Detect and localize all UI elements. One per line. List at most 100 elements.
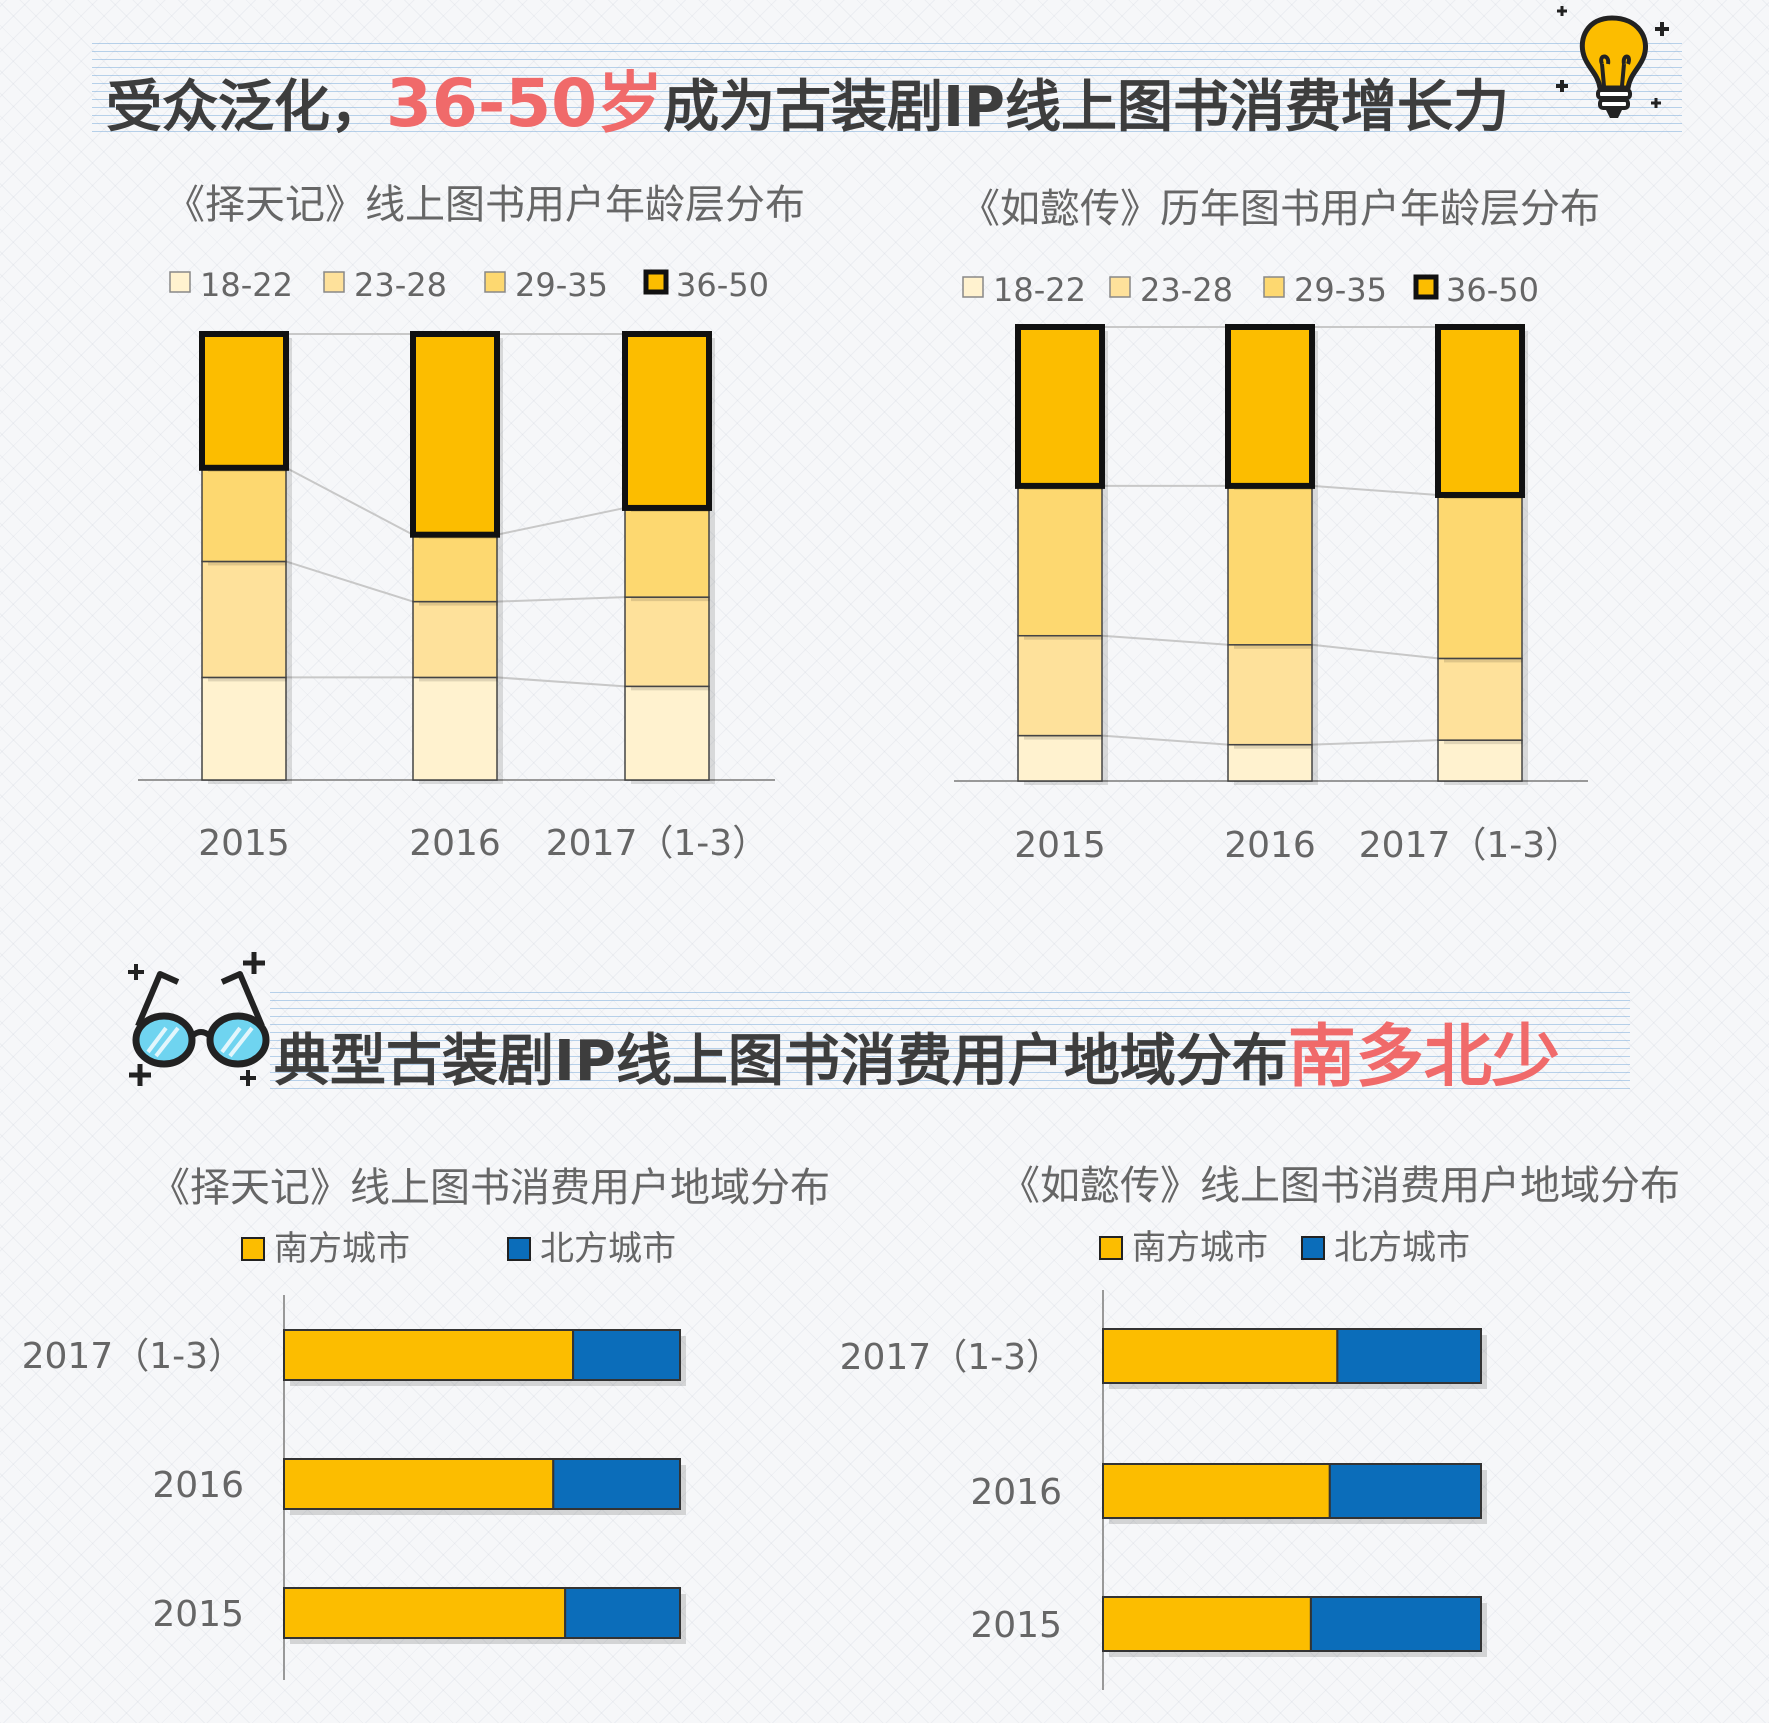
chart-y-labels: 2017（1-3） 2016 2015 [840,1337,1062,1646]
bar-segment-23-28 [201,560,287,679]
chart-bars [138,331,775,784]
x-tick-label: 2015 [1014,825,1106,866]
x-tick-label: 2015 [198,823,290,864]
chart-x-labels: 2015 2016 2017（1-3） [1014,825,1581,866]
y-tick-label: 2016 [152,1465,244,1506]
chart-legend: 南方城市 北方城市 [1099,1228,1470,1268]
legend-label-北方城市: 北方城市 [540,1229,676,1269]
chart-legend: 18-22 23-28 29-35 36-50 [169,266,769,304]
legend-swatch-23-28 [1109,276,1131,298]
connector-line [1311,484,1439,496]
legend-swatch-36-50 [1413,274,1439,300]
y-tick-label: 2015 [970,1605,1062,1646]
chart-title: 《如懿传》线上图书消费用户地域分布 [1000,1163,1680,1209]
banner-age: 受众泛化，36-50岁成为古装剧IP线上图书消费增长力 [92,36,1682,142]
glasses-icon [128,952,270,1086]
legend-swatch-北方城市 [1301,1236,1325,1260]
bar-segment-29-35 [412,533,498,603]
banner-title-suffix: 成为古装剧IP线上图书消费增长力 [663,75,1509,140]
legend-label-23-28: 23-28 [1140,271,1233,309]
banner-title-highlight: 36-50岁 [386,65,664,142]
bar-segment-29-35 [624,507,710,598]
legend-swatch-北方城市 [507,1237,531,1261]
banner-lines [270,985,1630,1089]
legend-swatch-36-50 [643,269,669,295]
bar-segment-23-28 [1437,657,1523,741]
bar-segment-18-22 [624,685,710,781]
bar-segment-36-50 [410,331,500,538]
bar-segment-18-22 [412,676,498,781]
chart-bars [954,324,1588,785]
bar-segment-南方城市 [1102,1463,1331,1519]
bar-segment-29-35 [201,467,287,563]
legend-label-29-35: 29-35 [515,266,608,304]
bar-segment-北方城市 [1328,1463,1483,1519]
banner-title: 受众泛化，36-50岁成为古装剧IP线上图书消费增长力 [106,50,1509,146]
x-tick-label: 2016 [1224,825,1316,866]
legend-swatch-29-35 [1263,276,1285,298]
bar-segment-南方城市 [1102,1328,1339,1384]
bar-segment-北方城市 [1309,1596,1483,1652]
chart-y-labels: 2017（1-3） 2016 2015 [22,1336,244,1635]
x-tick-label: 2017（1-3） [1359,825,1581,866]
legend-label-北方城市: 北方城市 [1334,1228,1470,1268]
legend-label-南方城市: 南方城市 [1132,1228,1268,1268]
bar-segment-36-50 [199,331,289,471]
bar-segment-36-50 [622,331,712,511]
connector-line [285,466,414,536]
bar-segment-18-22 [1017,734,1103,782]
connector-line [1101,634,1229,646]
legend-label-23-28: 23-28 [354,266,447,304]
legend-label-36-50: 36-50 [1446,271,1539,309]
legend-swatch-18-22 [169,271,191,293]
connector-line [285,560,414,603]
legend-swatch-29-35 [484,271,506,293]
legend-swatch-18-22 [962,276,984,298]
x-tick-label: 2016 [409,823,501,864]
banner-title-prefix: 受众泛化， [106,75,386,140]
banner-region: 典型古装剧IP线上图书消费用户地域分布南多北少 [270,985,1630,1097]
banner-title-highlight: 南多北少 [1287,1018,1560,1097]
banner-title: 典型古装剧IP线上图书消费用户地域分布南多北少 [274,1001,1560,1100]
bar-segment-北方城市 [552,1458,682,1510]
connector-line [1101,734,1229,746]
chart-title: 《择天记》线上图书消费用户地域分布 [150,1165,830,1211]
banner-title-text: 典型古装剧IP线上图书消费用户地域分布 [274,1029,1288,1094]
bar-segment-36-50 [1015,324,1105,489]
legend-label-36-50: 36-50 [676,266,769,304]
bar-segment-29-35 [1017,485,1103,637]
connector-line [1311,739,1439,746]
x-tick-label: 2017（1-3） [546,823,768,864]
bar-segment-南方城市 [1102,1596,1312,1652]
bar-segment-南方城市 [283,1329,575,1381]
bar-segment-18-22 [1227,743,1313,782]
legend-label-18-22: 18-22 [200,266,293,304]
connector-line [496,506,626,536]
chart-bars [1102,1290,1487,1690]
bar-segment-23-28 [624,596,710,688]
bar-segment-29-35 [1437,494,1523,660]
chart-x-labels: 2015 2016 2017（1-3） [198,823,768,864]
bar-segment-南方城市 [283,1587,567,1639]
bar-segment-南方城市 [283,1458,555,1510]
legend-label-18-22: 18-22 [993,271,1086,309]
legend-label-29-35: 29-35 [1294,271,1387,309]
bar-segment-18-22 [1437,739,1523,782]
bar-segment-36-50 [1225,324,1315,489]
y-tick-label: 2017（1-3） [22,1336,244,1377]
y-tick-label: 2017（1-3） [840,1337,1062,1378]
bar-segment-23-28 [1227,644,1313,746]
banner-lines [92,36,1682,134]
bar-segment-36-50 [1435,324,1525,498]
bar-segment-18-22 [201,676,287,781]
bar-segment-北方城市 [1336,1328,1482,1384]
chart-legend: 南方城市 北方城市 [241,1229,676,1269]
legend-swatch-南方城市 [241,1237,265,1261]
lightbulb-icon [1556,6,1669,118]
legend-swatch-南方城市 [1099,1236,1123,1260]
legend-swatch-23-28 [323,271,345,293]
